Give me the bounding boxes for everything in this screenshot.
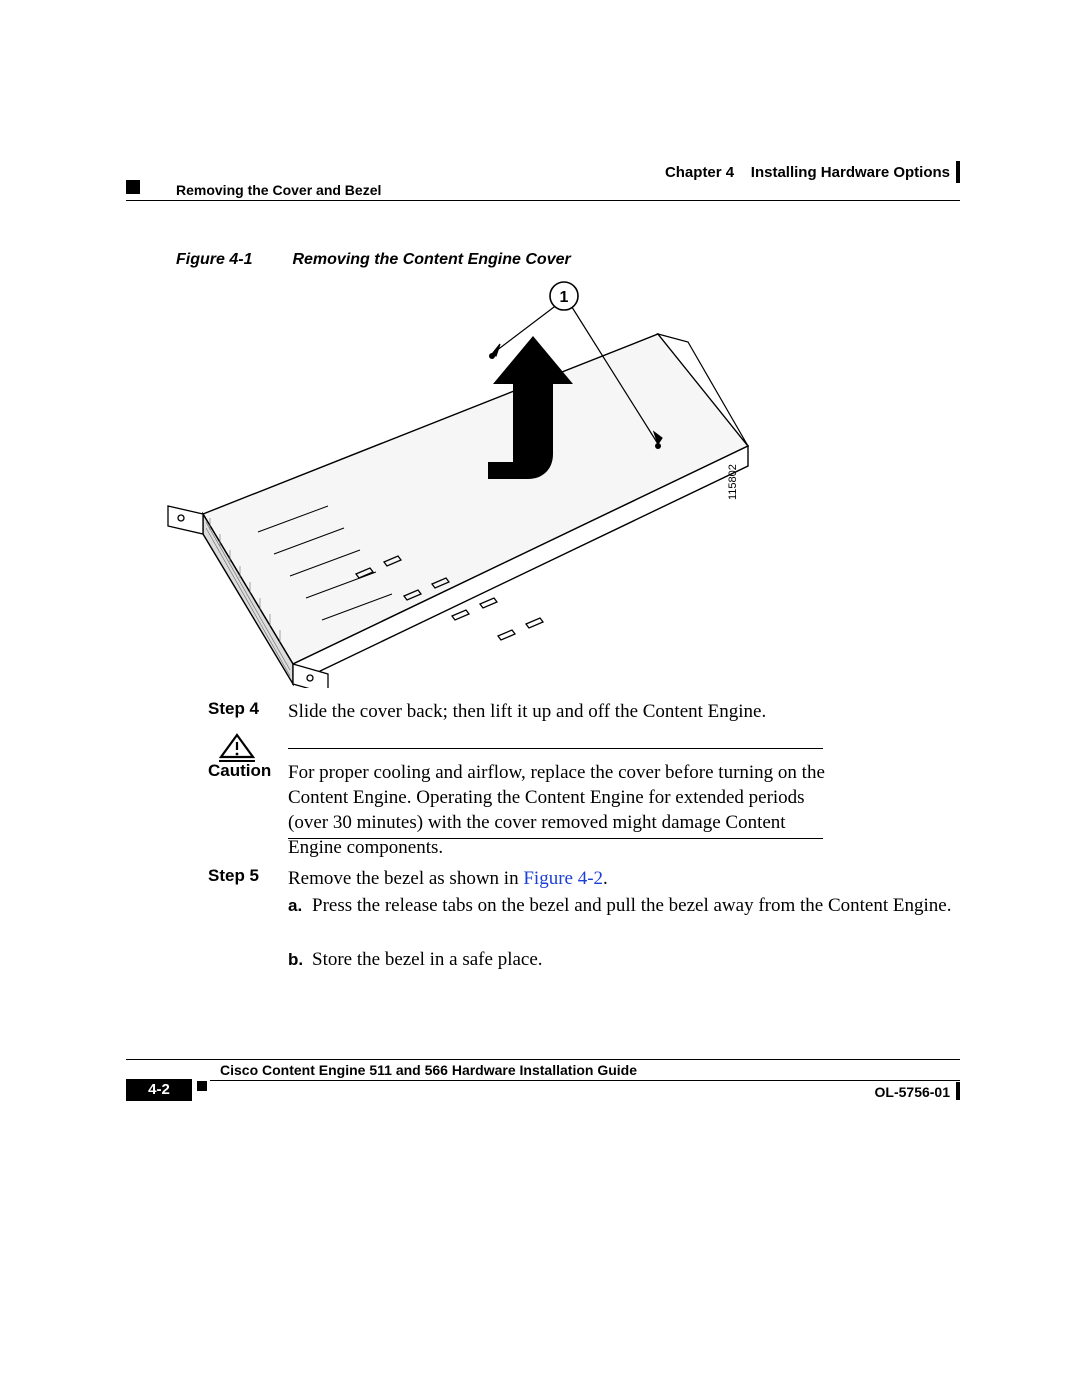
- figure-link[interactable]: Figure 4-2: [523, 868, 603, 889]
- caution-row: Caution For proper cooling and airflow, …: [208, 760, 958, 860]
- substep-b-text: Store the bezel in a safe place.: [312, 949, 543, 970]
- footer-square-icon: [197, 1081, 207, 1091]
- substep-a-text: Press the release tabs on the bezel and …: [312, 895, 951, 916]
- step-4: Step 4 Slide the cover back; then lift i…: [208, 699, 958, 724]
- caution-label: Caution: [208, 761, 283, 781]
- chapter-number: Chapter 4: [665, 164, 734, 181]
- substep-b-label: b.: [288, 947, 312, 972]
- figure-diagram: 1 115802: [148, 274, 868, 688]
- figure-title: Removing the Content Engine Cover: [292, 251, 570, 268]
- footer-right-bar: [956, 1082, 960, 1100]
- footer-doc-id: OL-5756-01: [875, 1084, 950, 1100]
- step-5-before: Remove the bezel as shown in: [288, 868, 523, 889]
- step-5: Step 5 Remove the bezel as shown in Figu…: [208, 866, 958, 891]
- footer-doc-title: Cisco Content Engine 511 and 566 Hardwar…: [220, 1062, 637, 1078]
- caution-rule-top: [288, 748, 823, 749]
- header-right-bar: [956, 161, 960, 183]
- figure-caption: Figure 4-1 Removing the Content Engine Co…: [176, 251, 571, 269]
- step-5-label: Step 5: [208, 866, 283, 886]
- figure-number: Figure 4-1: [176, 251, 252, 268]
- header-square-icon: [126, 180, 140, 194]
- step-4-label: Step 4: [208, 699, 283, 719]
- page: Chapter 4 Installing Hardware Options Re…: [0, 0, 1080, 1397]
- substep-b: b.Store the bezel in a safe place.: [288, 947, 958, 972]
- substep-a-label: a.: [288, 893, 312, 918]
- substep-a: a.Press the release tabs on the bezel an…: [288, 893, 958, 918]
- figure-callout-1: 1: [560, 289, 569, 306]
- caution-rule-bottom: [288, 838, 823, 839]
- page-number: 4-2: [126, 1079, 192, 1101]
- step-5-after: .: [603, 868, 608, 889]
- caution-icon: [219, 733, 255, 763]
- chapter-title: Installing Hardware Options: [751, 164, 950, 181]
- footer-rule-thin: [126, 1059, 960, 1060]
- header-rule: [126, 200, 960, 201]
- caution-text: For proper cooling and airflow, replace …: [288, 760, 828, 860]
- header-chapter: Chapter 4 Installing Hardware Options: [665, 164, 950, 181]
- footer-rule-thick: [210, 1080, 960, 1081]
- section-title: Removing the Cover and Bezel: [176, 182, 381, 198]
- figure-id: 115802: [727, 464, 739, 500]
- step-5-text: Remove the bezel as shown in Figure 4-2.: [288, 866, 958, 891]
- step-4-text: Slide the cover back; then lift it up an…: [288, 699, 958, 724]
